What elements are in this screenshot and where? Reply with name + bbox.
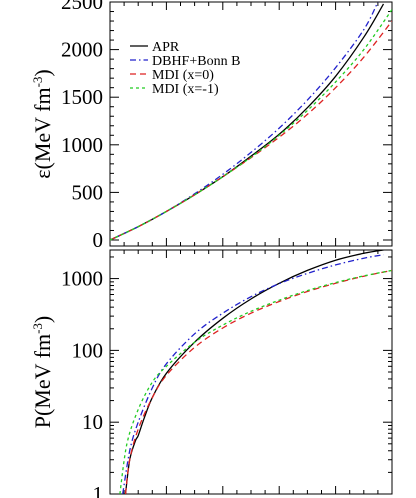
y-axis-label-superscript: -3 (30, 77, 45, 88)
y-axis-label-superscript: -3 (30, 323, 45, 334)
series-line-dbhf-bonn-b (122, 254, 384, 494)
y-axis-label: ε(MeV fm-3) (30, 69, 55, 179)
y-tick-label: 100 (72, 338, 104, 362)
series-line-mdi-x-0- (124, 269, 392, 494)
y-axis-label-main: P(MeV fm (30, 334, 55, 428)
plot-frame (109, 1, 393, 247)
legend-entry: DBHF+Bonn B (152, 54, 240, 69)
series-group (119, 250, 392, 494)
energy-density-panel: 0 500 1000 1500 2000 2500 ε(MeV fm-3) APRDBHF+B… (30, 0, 393, 252)
y-tick-label: 500 (72, 180, 104, 204)
pressure-panel: 1 10 100 1000 P(MeV fm-3) (30, 249, 393, 498)
y-axis-label-close: ) (30, 69, 55, 76)
y-tick-label: 0 (93, 228, 104, 252)
legend-entry: APR (152, 40, 180, 55)
y-tick-label: 1 (93, 482, 104, 498)
series-line-mdi-x-1- (119, 269, 392, 494)
series-line-mdi-x-1- (110, 9, 392, 241)
y-axis-label-close: ) (30, 316, 55, 323)
series-line-apr (124, 250, 384, 494)
y-tick-label: 2500 (61, 0, 103, 14)
series-group (110, 2, 392, 241)
series-line-dbhf-bonn-b (110, 2, 379, 241)
plot-frame (109, 249, 393, 495)
y-tick-label: 2000 (61, 38, 103, 62)
y-axis-label-main: ε(MeV fm (30, 87, 55, 178)
y-tick-label: 1000 (61, 267, 103, 291)
y-axis-label: P(MeV fm-3) (30, 316, 55, 429)
y-tick-label: 1000 (61, 133, 103, 157)
legend-entry: MDI (x=-1) (152, 82, 219, 97)
y-tick-label: 10 (82, 410, 103, 434)
legend-entry: MDI (x=0) (152, 68, 214, 83)
y-tick-label: 1500 (61, 85, 103, 109)
